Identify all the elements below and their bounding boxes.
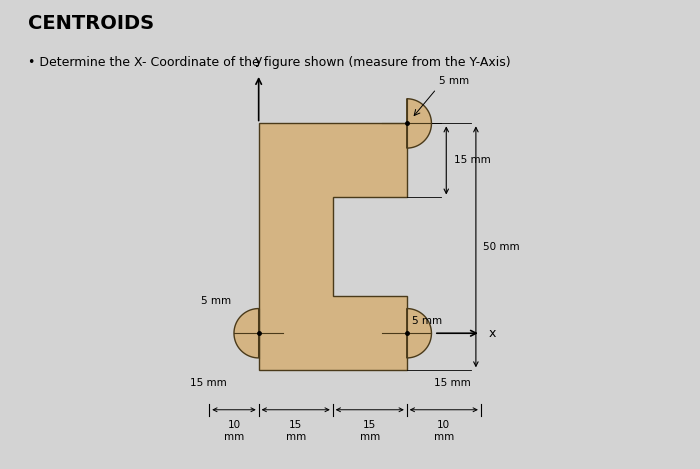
Text: 15: 15 <box>289 420 302 430</box>
Text: mm: mm <box>286 432 306 442</box>
Text: y: y <box>255 53 262 67</box>
Text: 15 mm: 15 mm <box>454 155 491 166</box>
Polygon shape <box>259 123 407 370</box>
Polygon shape <box>234 309 259 358</box>
Polygon shape <box>407 99 431 148</box>
Text: 10: 10 <box>438 420 450 430</box>
Text: mm: mm <box>360 432 380 442</box>
Polygon shape <box>407 309 431 358</box>
Text: 15 mm: 15 mm <box>434 378 470 388</box>
Text: 5 mm: 5 mm <box>202 296 232 306</box>
Text: 5 mm: 5 mm <box>439 76 469 86</box>
Text: CENTROIDS: CENTROIDS <box>28 14 154 33</box>
Text: mm: mm <box>224 432 244 442</box>
Text: 50 mm: 50 mm <box>483 242 520 252</box>
Text: 15: 15 <box>363 420 377 430</box>
Text: • Determine the X- Coordinate of the figure shown (measure from the Y-Axis): • Determine the X- Coordinate of the fig… <box>28 56 510 69</box>
Text: 15 mm: 15 mm <box>190 378 227 388</box>
Text: mm: mm <box>434 432 454 442</box>
Text: 5 mm: 5 mm <box>412 316 442 326</box>
Text: x: x <box>488 327 496 340</box>
Text: 10: 10 <box>228 420 241 430</box>
